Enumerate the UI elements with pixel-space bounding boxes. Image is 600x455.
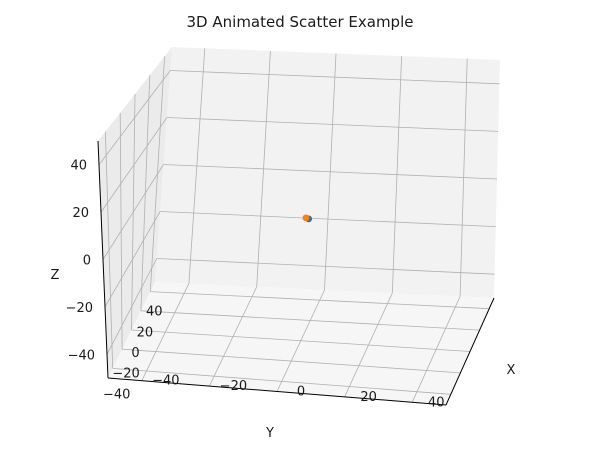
left-gridline-z (100, 117, 168, 213)
floor-gridline-y (131, 329, 471, 352)
left-gridline-z (98, 70, 171, 165)
x-tick-label: −40 (152, 374, 179, 389)
back-pane (155, 47, 500, 298)
x-tick-label: −20 (220, 379, 247, 394)
back-gridline-x (459, 58, 468, 297)
y-tick-label: 20 (137, 325, 154, 340)
back-gridline-z (170, 70, 500, 85)
chart-title: 3D Animated Scatter Example (187, 13, 414, 31)
left-gridline-y (149, 56, 165, 292)
back-gridline-z (166, 117, 499, 132)
z-tick-label: 20 (72, 206, 89, 221)
y-tick-label: −20 (112, 367, 139, 382)
data-points (302, 214, 313, 223)
left-gridline-z (102, 164, 164, 260)
tick-labels: −40 −40 −40 −20 −20 −20 0 0 0 20 20 20 40 40 40 (66, 159, 445, 411)
x-tick-label: 20 (360, 390, 377, 405)
floor-gridline-x (344, 293, 393, 398)
left-gridline-y (140, 75, 151, 311)
y-axis-label: Y (265, 426, 274, 441)
left-pane (98, 47, 172, 378)
back-gridline-z (163, 164, 498, 180)
y-tick-label: −40 (103, 387, 130, 402)
z-axis-label: Z (51, 268, 60, 283)
x-axis-line (445, 297, 495, 406)
floor-gridline-y (140, 310, 480, 331)
z-tick-label: −20 (66, 301, 93, 316)
floor-gridline-y (150, 291, 490, 310)
x-tick-label: 40 (428, 395, 445, 410)
z-axis-line (97, 140, 109, 379)
axis-lines (97, 140, 495, 406)
z-tick-label: 0 (83, 254, 91, 269)
y-axis-line (107, 377, 447, 406)
y-tick-label: 40 (146, 305, 163, 320)
z-tick-label: −40 (68, 348, 95, 363)
data-point (302, 214, 310, 222)
x-axis-label: X (507, 363, 516, 378)
back-gridline-x (391, 56, 402, 294)
floor-gridline-x (411, 296, 461, 403)
z-tick-label: 40 (70, 159, 87, 174)
grid-lines (98, 48, 500, 403)
y-tick-label: 0 (131, 346, 139, 361)
x-tick-label: 0 (297, 385, 305, 400)
floor-pane (108, 282, 494, 405)
